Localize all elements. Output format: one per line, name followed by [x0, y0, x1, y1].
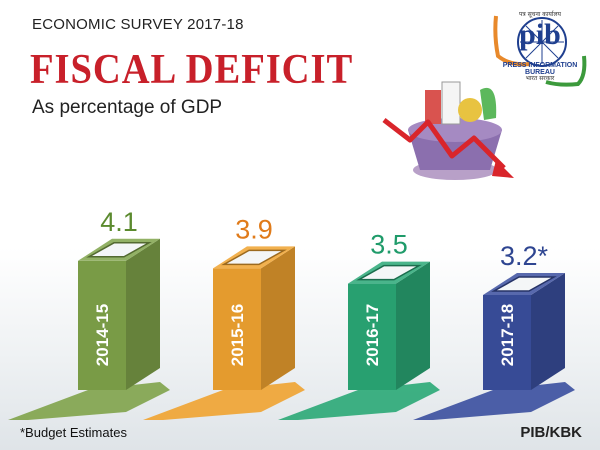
bar-front-face — [483, 295, 531, 390]
bar-floor-ribbon — [8, 382, 170, 420]
logo-hindi-top: पत्र सूचना कार्यालय — [518, 11, 562, 18]
page-title: FISCAL DEFICIT — [30, 47, 354, 93]
survey-label: ECONOMIC SURVEY 2017-18 — [32, 16, 244, 33]
bar-value-label: 3.5 — [370, 230, 408, 260]
budget-estimates-footnote: *Budget Estimates — [20, 425, 127, 440]
pib-logo-icon — [493, 15, 587, 87]
bar-year-label: 2015-16 — [228, 304, 247, 366]
bar-side-face — [261, 246, 295, 390]
bar-side-face — [396, 261, 430, 390]
bar-value-label: 4.1 — [100, 207, 138, 237]
bar-year-label: 2014-15 — [93, 304, 112, 366]
bar-front-face — [78, 260, 126, 390]
bar-floor-ribbon — [278, 382, 440, 420]
logo-name: PRESS INFORMATION BUREAU — [502, 62, 578, 76]
bar-top-inset — [491, 276, 557, 292]
bar-floor-ribbon — [413, 382, 575, 420]
pib-logo: पत्र सूचना कार्यालय pib PRESS INFORMATIO… — [490, 6, 590, 96]
bar-front-face — [213, 268, 261, 390]
credit-label: PIB/KBK — [520, 424, 582, 441]
bar-value-label: 3.2* — [500, 241, 549, 271]
bar-value-label: 3.9 — [235, 214, 273, 244]
logo-wordmark: pib — [519, 18, 561, 51]
bar-year-label: 2016-17 — [363, 304, 382, 366]
bar-year-label: 2017-18 — [498, 304, 517, 366]
grocery-basket-falling-arrow-icon — [382, 81, 514, 180]
bar-floor-ribbon — [143, 382, 305, 420]
bar-side-face — [126, 238, 160, 390]
bar-top-inset — [356, 264, 422, 281]
bar-front-face — [348, 283, 396, 390]
bar-2015-16: 2015-16 3.9 — [143, 214, 305, 420]
bar-top-inset — [86, 242, 152, 258]
page-subtitle: As percentage of GDP — [32, 97, 223, 118]
bar-top-inset — [221, 249, 287, 266]
bar-2017-18: 2017-18 3.2* — [413, 241, 575, 420]
logo-hindi-bottom: भारत सरकार — [525, 75, 555, 82]
bar-2014-15: 2014-15 4.1 — [8, 207, 170, 420]
bar-side-face — [531, 273, 565, 390]
bar-2016-17: 2016-17 3.5 — [278, 230, 440, 420]
